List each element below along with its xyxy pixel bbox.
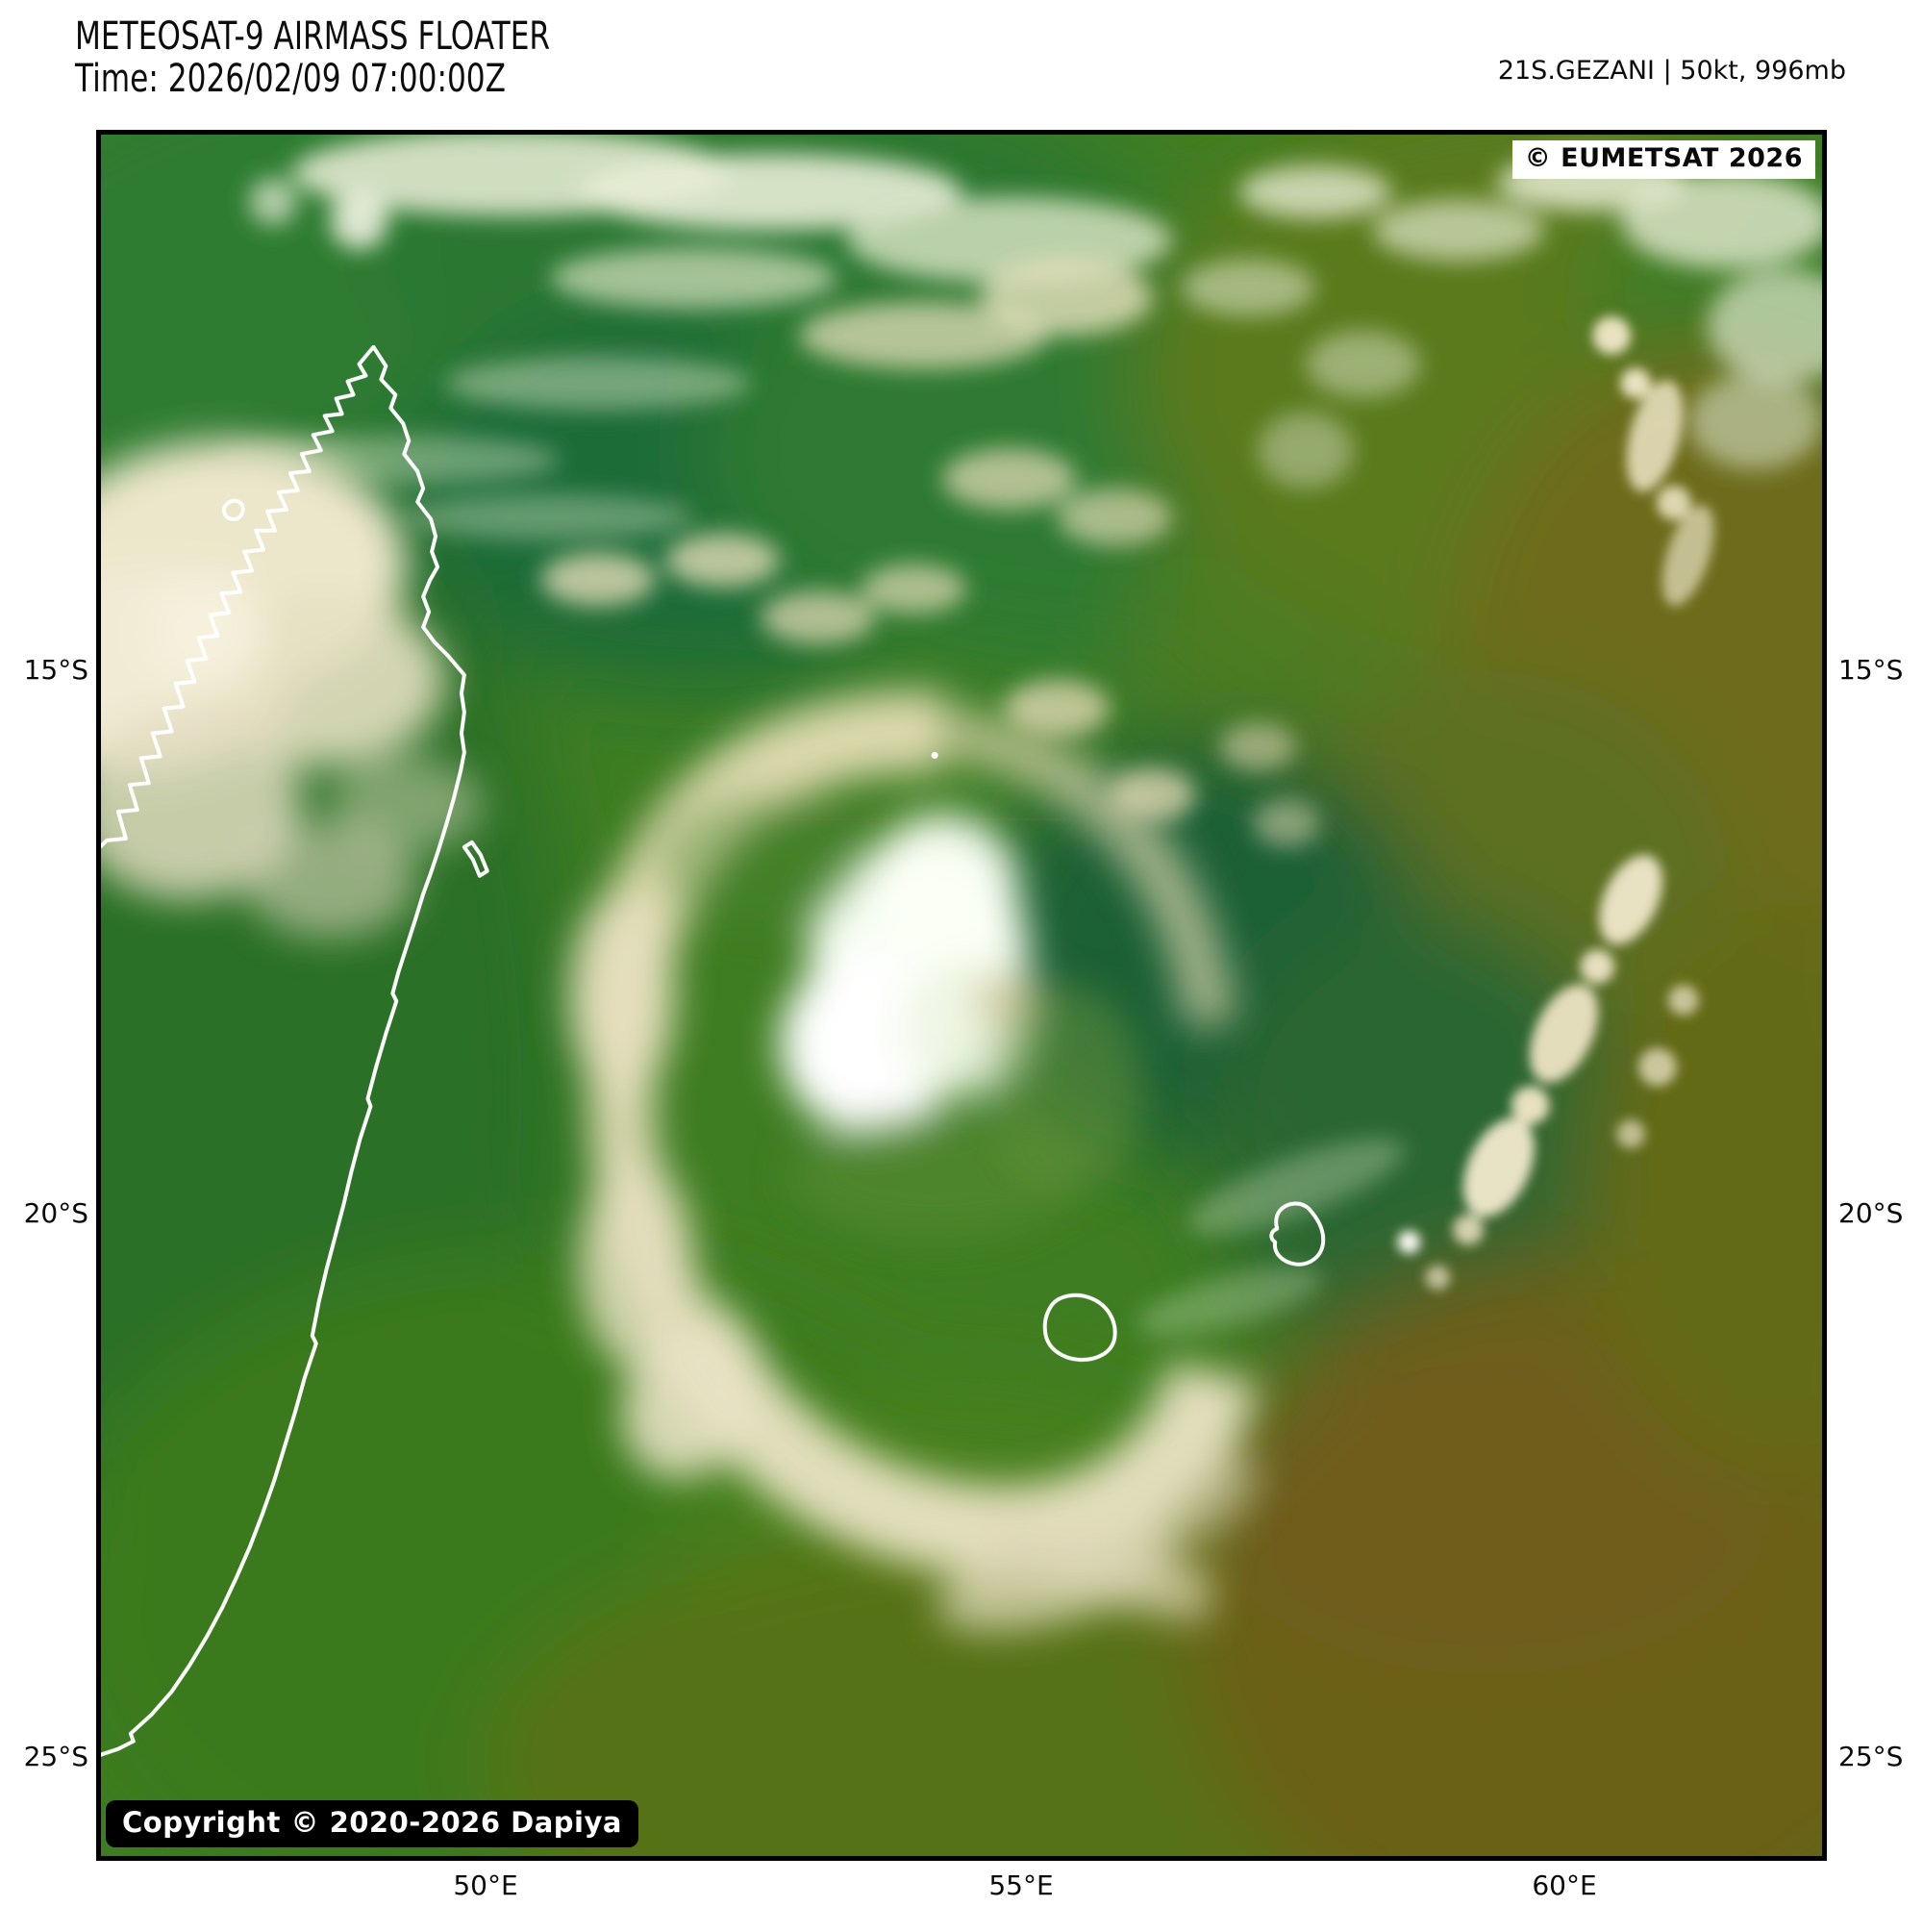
- lat-label-right-15s: 15°S: [1838, 654, 1904, 686]
- timestamp: Time: 2026/02/09 07:00:00Z: [75, 57, 507, 101]
- nosy-be-island-outline: [221, 498, 245, 521]
- sainte-marie-island-outline: [462, 840, 489, 878]
- madagascar-coastline-west: [101, 344, 376, 848]
- lon-label-55e: 55°E: [988, 1869, 1054, 1901]
- lat-label-right-25s: 25°S: [1838, 1741, 1904, 1772]
- eumetsat-copyright-badge: © EUMETSAT 2026: [1511, 140, 1815, 179]
- reunion-outline: [1042, 1292, 1117, 1362]
- lon-label-60e: 60°E: [1532, 1869, 1597, 1901]
- lat-label-left-25s: 25°S: [23, 1741, 88, 1772]
- storm-info: 21S.GEZANI | 50kt, 996mb: [1497, 56, 1846, 86]
- madagascar-coastline-east: [101, 344, 466, 1757]
- lat-label-left-20s: 20°S: [23, 1197, 88, 1229]
- satellite-image: [101, 135, 1822, 1856]
- east-streak-clouds: [1397, 315, 1714, 1291]
- east-wisps: [1136, 1139, 1405, 1337]
- cyclone: [540, 448, 1320, 1632]
- lat-label-left-15s: 15°S: [23, 654, 88, 686]
- map-frame: © EUMETSAT 2026 Copyright © 2020-2026 Da…: [96, 130, 1827, 1861]
- mauritius-outline: [1269, 1201, 1326, 1267]
- page-title: METEOSAT-9 AIRMASS FLOATER: [75, 14, 551, 59]
- lon-label-50e: 50°E: [453, 1869, 518, 1901]
- data-speck: [931, 751, 938, 759]
- dapiya-copyright-badge: Copyright © 2020-2026 Dapiya: [106, 1800, 638, 1847]
- lat-label-right-20s: 20°S: [1838, 1197, 1904, 1229]
